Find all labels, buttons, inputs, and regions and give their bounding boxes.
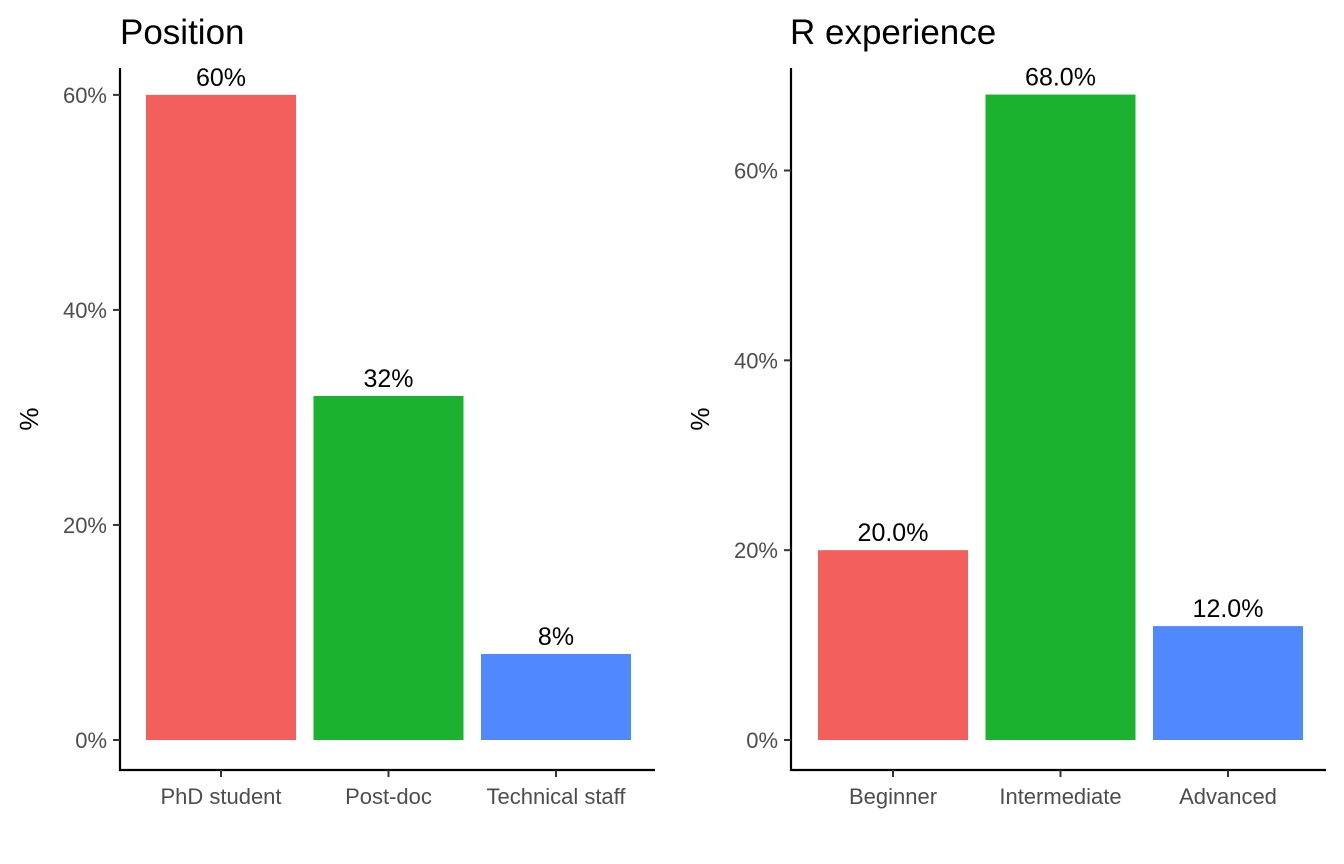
- chart-2-title: R experience: [790, 13, 996, 52]
- chart-1-data-label-2: 32%: [363, 365, 413, 393]
- chart-1-bar-3: [481, 653, 631, 740]
- chart-1-panel: Position% 60% 32% 8% 0% 20% 40% 60% PhD student P…: [14, 13, 655, 809]
- chart-2-bar-3: [1153, 626, 1303, 740]
- chart-2-y-tick-label-2: 20%: [734, 538, 778, 563]
- chart-2-data-label-3: 12.0%: [1193, 595, 1264, 623]
- chart-2-data-label-1: 20.0%: [858, 519, 929, 547]
- chart-1-x-tick-label-1: PhD student: [160, 784, 281, 809]
- chart-1-data-label-3: 8%: [538, 623, 574, 651]
- chart-1-y-tick-label-3: 40%: [63, 298, 107, 323]
- chart-2-bar-1: [818, 550, 968, 740]
- chart-2-y-tick-label-1: 0%: [746, 728, 778, 753]
- chart-1-data-label-1: 60%: [196, 64, 246, 92]
- chart-2-y-tick-label-3: 40%: [734, 348, 778, 373]
- chart-2-y-tick-label-4: 60%: [734, 159, 778, 184]
- chart-1-x-tick-label-3: Technical staff: [486, 784, 626, 809]
- chart-2-x-tick-label-2: Intermediate: [999, 784, 1121, 809]
- chart-2-x-tick-label-1: Beginner: [849, 784, 937, 809]
- chart-1-y-tick-label-2: 20%: [63, 513, 107, 538]
- chart-2-data-label-2: 68.0%: [1025, 64, 1096, 92]
- chart-2-x-tick-label-3: Advanced: [1179, 784, 1277, 809]
- chart-2-panel: R experience% 20.0% 68.0% 12.0% 0% 20% 40% 60% B…: [685, 13, 1326, 809]
- chart-2-bar-2: [985, 94, 1136, 740]
- chart-1-bar-1: [146, 94, 296, 740]
- chart-2-y-axis-label: %: [685, 407, 715, 430]
- chart-1-y-tick-label-1: 0%: [75, 728, 107, 753]
- chart-1-y-axis-label: %: [14, 407, 44, 430]
- chart-1-x-tick-label-2: Post-doc: [345, 784, 432, 809]
- chart-1-bar-2: [313, 395, 464, 740]
- chart-1-y-tick-label-4: 60%: [63, 83, 107, 108]
- chart-1-title: Position: [120, 13, 245, 52]
